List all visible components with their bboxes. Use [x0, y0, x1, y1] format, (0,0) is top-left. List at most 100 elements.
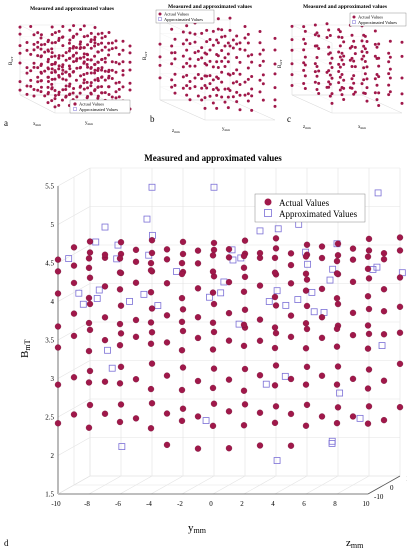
actual-point: [318, 285, 326, 293]
actual-point: [225, 337, 233, 344]
actual-point: [352, 39, 356, 43]
actual-point: [250, 60, 254, 64]
actual-point: [235, 100, 239, 104]
actual-point: [396, 303, 404, 310]
actual-point: [61, 68, 65, 72]
actual-point: [82, 73, 86, 77]
actual-point: [302, 422, 310, 429]
actual-point: [225, 278, 233, 286]
actual-point: [185, 84, 189, 88]
actual-point: [89, 84, 93, 88]
actual-point: [223, 87, 227, 91]
floor: [159, 99, 276, 121]
actual-point: [64, 95, 68, 99]
actual-point: [93, 62, 97, 66]
actual-point: [61, 77, 65, 81]
actual-point: [103, 91, 107, 95]
actual-point: [57, 93, 61, 97]
actual-point: [258, 78, 262, 82]
actual-point: [46, 92, 50, 96]
actual-point: [223, 44, 227, 48]
actual-point: [330, 92, 334, 96]
actual-point: [273, 98, 277, 102]
actual-point: [362, 33, 366, 37]
actual-point: [179, 364, 187, 371]
actual-point: [215, 38, 219, 42]
actual-point: [71, 91, 75, 95]
actual-point: [349, 331, 357, 339]
actual-point: [121, 39, 125, 43]
actual-point: [85, 379, 93, 386]
actual-point: [57, 56, 61, 60]
actual-point: [303, 302, 311, 310]
actual-point: [256, 337, 264, 344]
actual-point: [121, 85, 125, 89]
actual-point: [250, 108, 254, 112]
actual-point: [210, 246, 218, 254]
actual-point: [315, 31, 319, 35]
actual-point: [74, 59, 78, 63]
actual-point: [315, 74, 319, 78]
actual-point: [114, 46, 118, 50]
panel-a-zlabel: BmT: [9, 56, 14, 65]
actual-point: [75, 32, 79, 36]
actual-point: [272, 302, 280, 309]
actual-point: [74, 46, 78, 50]
actual-point: [29, 69, 33, 73]
actual-point: [235, 34, 239, 38]
actual-point: [53, 54, 57, 58]
actual-point: [365, 403, 373, 410]
actual-point: [64, 70, 68, 74]
actual-point: [210, 365, 218, 372]
actual-point: [67, 73, 71, 77]
panel-a-legend-approx: Approximated Values: [79, 107, 118, 112]
actual-point: [226, 72, 230, 76]
approx-point: [206, 293, 213, 301]
actual-point: [54, 268, 62, 275]
actual-point: [220, 49, 224, 53]
actual-point: [231, 81, 235, 85]
actual-point: [380, 308, 388, 315]
actual-point: [117, 95, 121, 99]
actual-point: [246, 66, 250, 70]
actual-point: [163, 410, 171, 417]
actual-point: [64, 51, 68, 55]
actual-point: [193, 32, 197, 36]
actual-point: [178, 270, 186, 278]
actual-point: [302, 287, 310, 294]
actual-point: [200, 46, 204, 50]
actual-point: [315, 88, 319, 92]
actual-point: [200, 77, 204, 81]
actual-point: [243, 93, 247, 97]
actual-point: [223, 34, 227, 38]
panel-c-points: [290, 22, 404, 107]
actual-point: [396, 234, 404, 241]
actual-point: [223, 100, 227, 104]
actual-point: [194, 413, 202, 420]
gridline: [19, 36, 56, 55]
actual-point: [39, 47, 43, 51]
actual-point: [303, 42, 307, 46]
actual-point: [340, 86, 344, 90]
actual-point: [210, 400, 218, 407]
actual-point: [71, 46, 75, 50]
actual-point: [110, 76, 114, 80]
actual-point: [243, 25, 247, 29]
actual-point: [82, 78, 86, 82]
actual-point: [215, 106, 219, 110]
gridline: [159, 86, 206, 107]
approx-point: [265, 298, 273, 305]
actual-point: [110, 68, 114, 72]
panel-c-letter: c: [287, 114, 291, 124]
actual-point: [325, 22, 329, 26]
actual-point: [85, 347, 93, 355]
actual-point: [101, 410, 109, 417]
actual-point: [68, 46, 72, 50]
actual-point: [271, 293, 279, 301]
z-tick-label: 2: [51, 452, 55, 460]
actual-point: [32, 65, 36, 69]
actual-point: [68, 28, 72, 32]
actual-point: [377, 42, 381, 46]
actual-point: [205, 28, 209, 32]
actual-point: [53, 94, 57, 98]
